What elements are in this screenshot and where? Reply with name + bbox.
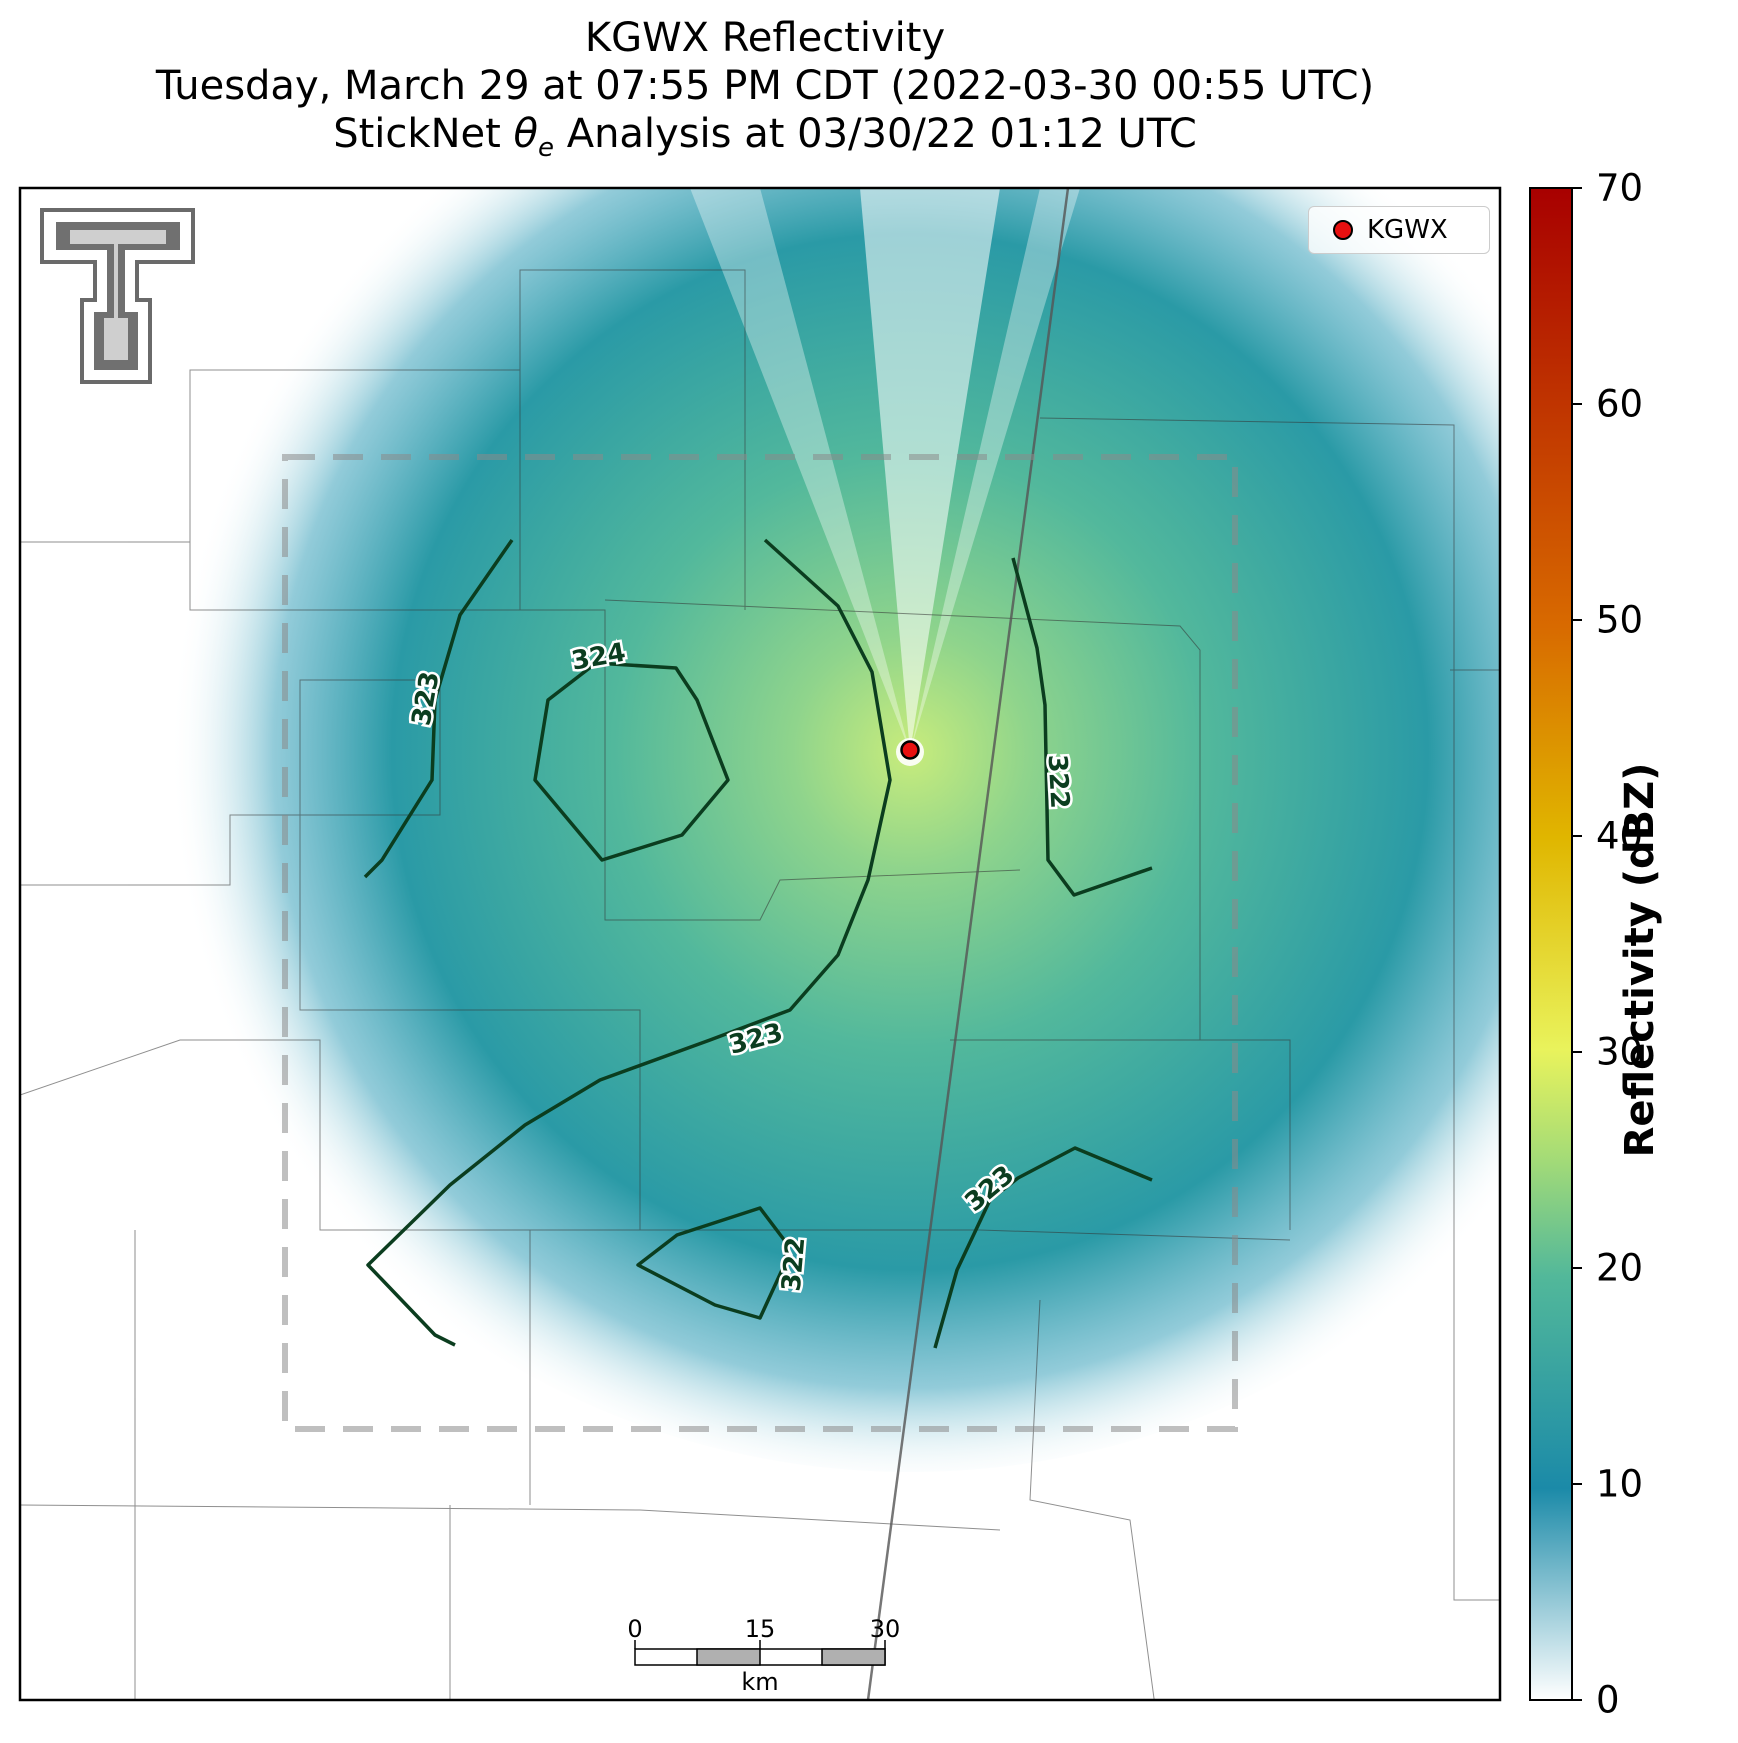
title-datetime: Tuesday, March 29 at 07:55 PM CDT (2022-… bbox=[155, 63, 1375, 109]
theta-e-contour bbox=[1011, 557, 1153, 897]
colorbar-tick: 70 bbox=[1596, 166, 1644, 210]
legend-label: KGWX bbox=[1367, 215, 1448, 245]
theta-e-contour bbox=[933, 1146, 1153, 1349]
radar-marker-icon bbox=[1333, 220, 1353, 240]
title-analysis: StickNet θe Analysis at 03/30/22 01:12 U… bbox=[333, 111, 1197, 163]
colorbar-tick: 60 bbox=[1596, 382, 1644, 426]
colorbar-tick: 30 bbox=[1596, 1030, 1644, 1074]
colorbar-tick: 20 bbox=[1596, 1246, 1644, 1290]
contour-label: 322 bbox=[777, 1236, 812, 1293]
theta-e-contour bbox=[636, 1206, 790, 1320]
colorbar-tick: 50 bbox=[1596, 598, 1644, 642]
theta-e-contour bbox=[366, 538, 892, 1347]
colorbar-tick: 40 bbox=[1596, 814, 1644, 858]
colorbar bbox=[1529, 187, 1573, 1701]
theta-e-contour bbox=[533, 661, 730, 862]
scale-bar bbox=[634, 1640, 886, 1666]
colorbar-tick: 0 bbox=[1596, 1678, 1620, 1722]
colorbar-label: Reflectivity (dBZ) bbox=[1617, 762, 1663, 1158]
reflectivity-echo bbox=[150, 188, 1500, 1472]
map-legend: KGWX bbox=[1308, 206, 1490, 254]
highway-line bbox=[866, 188, 1070, 1700]
scalebar-tick: 30 bbox=[869, 1615, 901, 1643]
university-logo bbox=[40, 208, 195, 384]
theta-e-contour bbox=[363, 539, 514, 879]
map-title: KGWX Reflectivity Tuesday, March 29 at 0… bbox=[0, 14, 1530, 172]
contour-label: 322 bbox=[1042, 754, 1075, 810]
title-radar: KGWX Reflectivity bbox=[584, 15, 946, 61]
scalebar-tick: 15 bbox=[744, 1615, 776, 1643]
colorbar-tick: 10 bbox=[1596, 1462, 1644, 1506]
scalebar-unit: km bbox=[741, 1668, 779, 1696]
scalebar-tick: 0 bbox=[627, 1615, 643, 1643]
